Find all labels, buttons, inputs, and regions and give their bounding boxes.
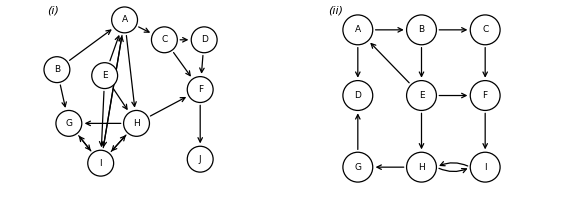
Text: (ii): (ii) <box>328 6 343 16</box>
Text: H: H <box>418 163 425 172</box>
Text: F: F <box>198 85 203 94</box>
Circle shape <box>187 77 213 102</box>
Text: A: A <box>121 15 128 24</box>
Text: H: H <box>133 119 140 128</box>
Text: A: A <box>355 25 361 34</box>
Circle shape <box>343 15 373 45</box>
Circle shape <box>406 152 437 182</box>
Text: F: F <box>483 91 488 100</box>
Circle shape <box>151 27 178 53</box>
Text: E: E <box>102 71 107 80</box>
Text: C: C <box>482 25 488 34</box>
Circle shape <box>470 152 500 182</box>
Text: I: I <box>99 159 102 168</box>
Circle shape <box>187 146 213 172</box>
Circle shape <box>112 7 138 33</box>
Text: E: E <box>419 91 424 100</box>
Circle shape <box>406 81 437 110</box>
Text: G: G <box>65 119 72 128</box>
Text: C: C <box>161 35 167 44</box>
Text: B: B <box>54 65 60 74</box>
Circle shape <box>92 63 117 89</box>
Circle shape <box>124 110 149 136</box>
Circle shape <box>343 81 373 110</box>
Circle shape <box>343 152 373 182</box>
Circle shape <box>406 15 437 45</box>
Circle shape <box>470 15 500 45</box>
Text: G: G <box>354 163 361 172</box>
Text: B: B <box>419 25 424 34</box>
Text: I: I <box>484 163 487 172</box>
Text: D: D <box>201 35 207 44</box>
Text: J: J <box>199 155 202 164</box>
Text: D: D <box>355 91 361 100</box>
Circle shape <box>56 110 82 136</box>
Circle shape <box>470 81 500 110</box>
Circle shape <box>88 150 114 176</box>
Circle shape <box>191 27 217 53</box>
Text: (i): (i) <box>47 6 59 16</box>
Circle shape <box>44 57 70 83</box>
